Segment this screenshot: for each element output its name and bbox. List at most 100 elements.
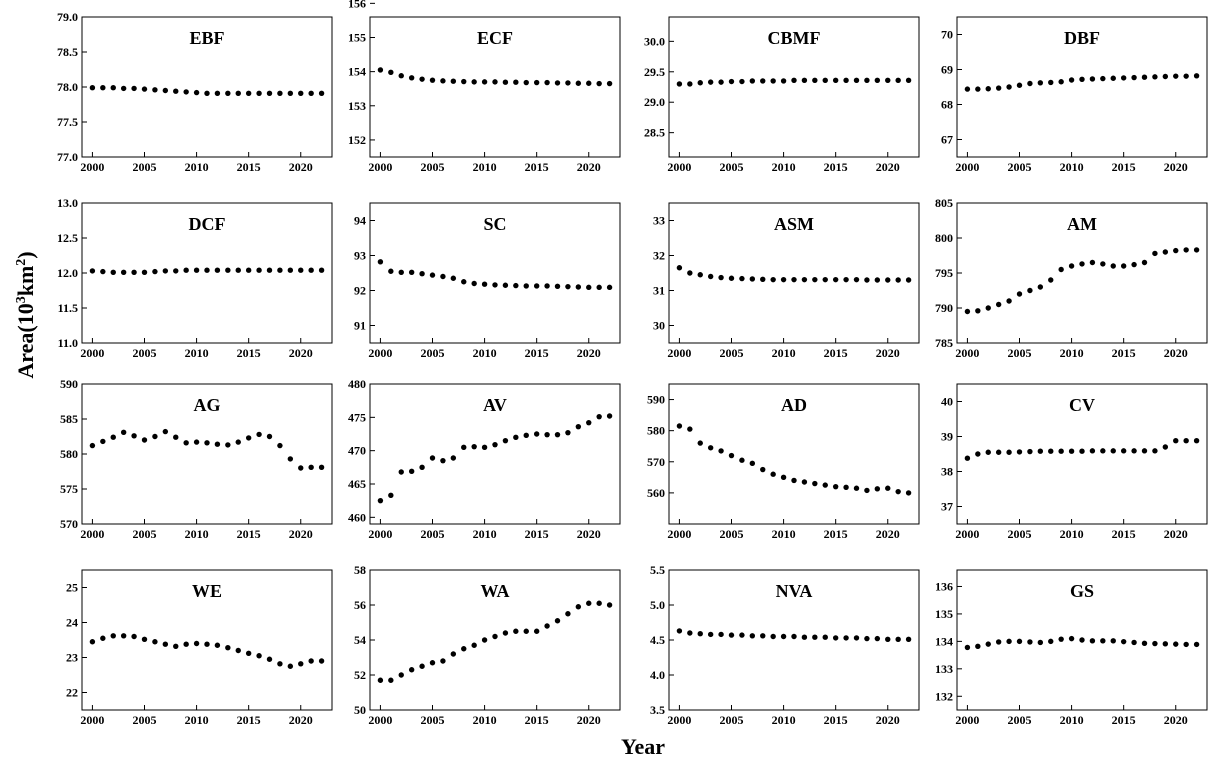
data-point: [523, 432, 529, 439]
data-point: [544, 431, 550, 438]
y-tick-label: 54: [354, 633, 366, 647]
data-point: [388, 492, 394, 499]
data-point: [173, 643, 179, 649]
data-point: [801, 276, 808, 283]
panel-frame: [668, 383, 920, 525]
data-point: [606, 80, 613, 87]
data-point: [287, 663, 294, 669]
data-point: [975, 308, 981, 314]
x-tick-label: 2020: [1164, 527, 1188, 541]
x-tick-label: 2000: [667, 713, 691, 727]
x-tick-label: 2015: [824, 527, 848, 541]
data-point: [1162, 249, 1169, 255]
data-point: [193, 89, 200, 96]
data-point: [749, 78, 756, 84]
data-point: [1048, 638, 1054, 645]
y-tick-label: 585: [60, 412, 78, 426]
x-tick-label: 2010: [473, 527, 497, 541]
data-point: [985, 449, 991, 455]
data-point: [419, 663, 425, 669]
x-tick-label: 2010: [1060, 527, 1084, 541]
data-point: [760, 633, 766, 639]
x-tick-label: 2005: [720, 160, 744, 174]
y-tick-label: 154: [348, 65, 366, 79]
data-point: [110, 434, 116, 440]
data-point: [245, 435, 252, 441]
data-point: [832, 483, 839, 490]
data-point: [864, 635, 870, 642]
y-tick-label: 29.5: [644, 65, 665, 79]
x-tick-label: 2015: [1112, 160, 1136, 174]
data-point: [502, 437, 509, 444]
x-tick-label: 2020: [577, 160, 601, 174]
x-tick-label: 2015: [824, 160, 848, 174]
data-point: [728, 632, 735, 638]
data-point: [718, 274, 724, 281]
x-tick-label: 2010: [1060, 713, 1084, 727]
panel-cv: CV 2000 2005 2010 2015 2020 37 38 39 40: [941, 383, 1208, 541]
y-tick-label: 11.0: [58, 336, 78, 350]
data-point: [1027, 287, 1033, 294]
data-point: [853, 485, 860, 491]
x-tick-label: 2005: [421, 346, 445, 360]
data-point: [1193, 73, 1200, 79]
y-tick-label: 135: [935, 607, 953, 621]
data-point: [245, 267, 252, 273]
data-point: [791, 276, 797, 283]
data-point: [1089, 448, 1096, 454]
x-tick-label: 2000: [955, 160, 979, 174]
data-point: [1058, 79, 1064, 85]
y-tick-label: 93: [354, 249, 366, 263]
y-tick-label: 4.0: [650, 668, 665, 682]
panel-frame: [956, 383, 1208, 525]
data-point: [1068, 77, 1075, 83]
y-tick-label: 136: [935, 579, 953, 593]
panel-dcf: DCF 2000 2005 2010 2015 2020 11.0 11.5 12.0 12.5 1…: [57, 196, 333, 360]
data-point: [173, 88, 179, 94]
data-point: [770, 78, 776, 84]
data-point: [1120, 638, 1127, 645]
x-tick-label: 2000: [368, 346, 392, 360]
y-tick-label: 575: [60, 482, 78, 496]
data-point: [1068, 448, 1075, 454]
y-tick-label: 12.5: [57, 231, 78, 245]
x-tick-label: 2010: [185, 346, 209, 360]
data-point: [554, 80, 561, 86]
panel-frame: [369, 16, 621, 158]
data-point: [1006, 298, 1012, 304]
data-point: [1079, 76, 1085, 83]
data-point: [298, 661, 304, 667]
data-point: [964, 644, 971, 651]
data-point: [905, 490, 912, 496]
y-tick-label: 5.0: [650, 598, 665, 612]
x-tick-label: 2015: [525, 346, 549, 360]
data-point: [1079, 637, 1085, 643]
x-tick-label: 2000: [955, 713, 979, 727]
data-point: [707, 273, 714, 280]
x-tick-label: 2015: [237, 527, 261, 541]
data-point: [173, 434, 179, 440]
data-point: [770, 471, 776, 477]
data-point: [964, 455, 971, 461]
x-tick-label: 2020: [1164, 346, 1188, 360]
data-point: [131, 433, 137, 439]
data-point: [760, 466, 766, 473]
data-point: [492, 79, 498, 85]
data-point: [905, 636, 912, 642]
data-point: [749, 633, 756, 639]
data-point: [162, 428, 169, 435]
data-point: [995, 301, 1002, 308]
x-tick-label: 2015: [525, 713, 549, 727]
panel-gs: GS 2000 2005 2010 2015 2020 132 133 134 135 136: [935, 569, 1208, 727]
data-point: [256, 267, 262, 273]
y-tick-label: 460: [348, 510, 366, 524]
y-tick-label: 153: [348, 99, 366, 113]
y-tick-label: 77.5: [57, 115, 78, 129]
data-point: [1162, 641, 1169, 647]
data-point: [398, 269, 404, 275]
x-tick-label: 2005: [133, 160, 157, 174]
panel-ad: AD 2000 2005 2010 2015 2020 560 570 580 590: [647, 383, 920, 541]
x-tick-label: 2010: [772, 713, 796, 727]
panel-title: NVA: [776, 581, 813, 601]
data-point: [266, 267, 273, 273]
